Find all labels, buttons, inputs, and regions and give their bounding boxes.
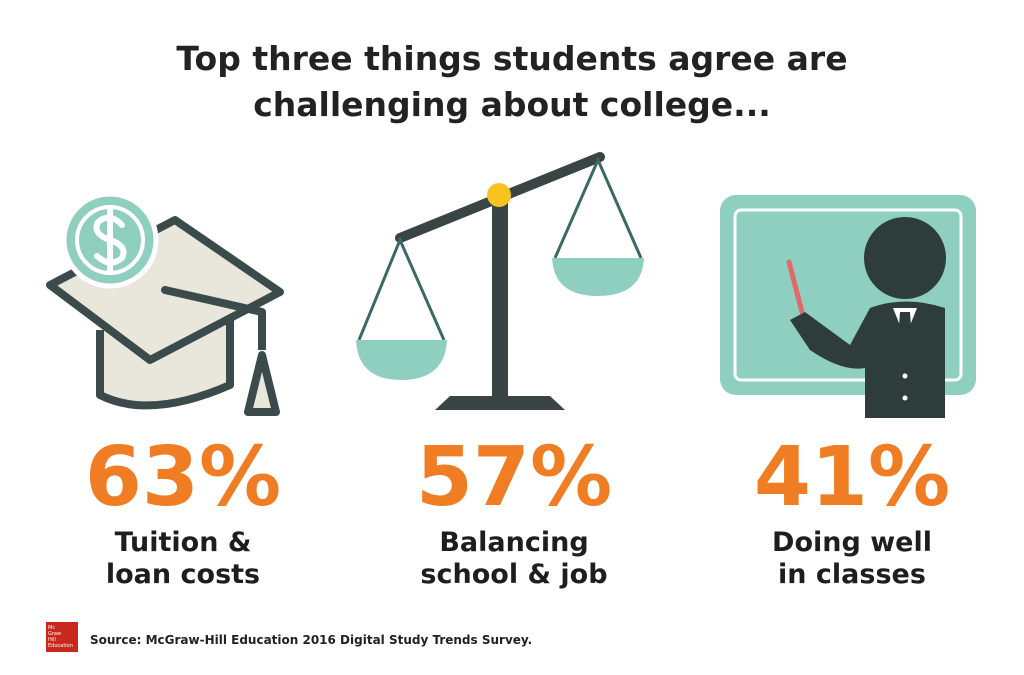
item: 63%Tuition &loan costs (85, 430, 281, 590)
percent: 57% (416, 430, 612, 525)
caption-line: Balancing (439, 527, 588, 558)
percent: 41% (754, 430, 950, 525)
caption-line: loan costs (106, 559, 260, 590)
source: Source: McGraw-Hill Education 2016 Digit… (90, 633, 532, 647)
logo-line: Hill (48, 637, 56, 643)
logo-line: Education (48, 643, 73, 649)
caption-line: Doing well (772, 527, 932, 558)
scale-icon (356, 152, 644, 410)
percent: 63% (85, 430, 281, 525)
items: 63%Tuition &loan costs 57%Balancingschool… (85, 430, 950, 590)
title-line: Top three things students agree are (176, 39, 847, 78)
teacher-icon (720, 195, 976, 418)
title: Top three things students agree are chall… (176, 39, 847, 124)
logo-line: Mc (48, 625, 55, 631)
caption-line: school & job (420, 559, 607, 590)
title-line: challenging about college... (253, 85, 771, 124)
caption-line: Tuition & (115, 527, 252, 558)
logo (46, 622, 78, 652)
grad-cap-icon (46, 191, 284, 416)
logo-line: Graw (48, 631, 61, 637)
caption-line: in classes (778, 559, 926, 590)
